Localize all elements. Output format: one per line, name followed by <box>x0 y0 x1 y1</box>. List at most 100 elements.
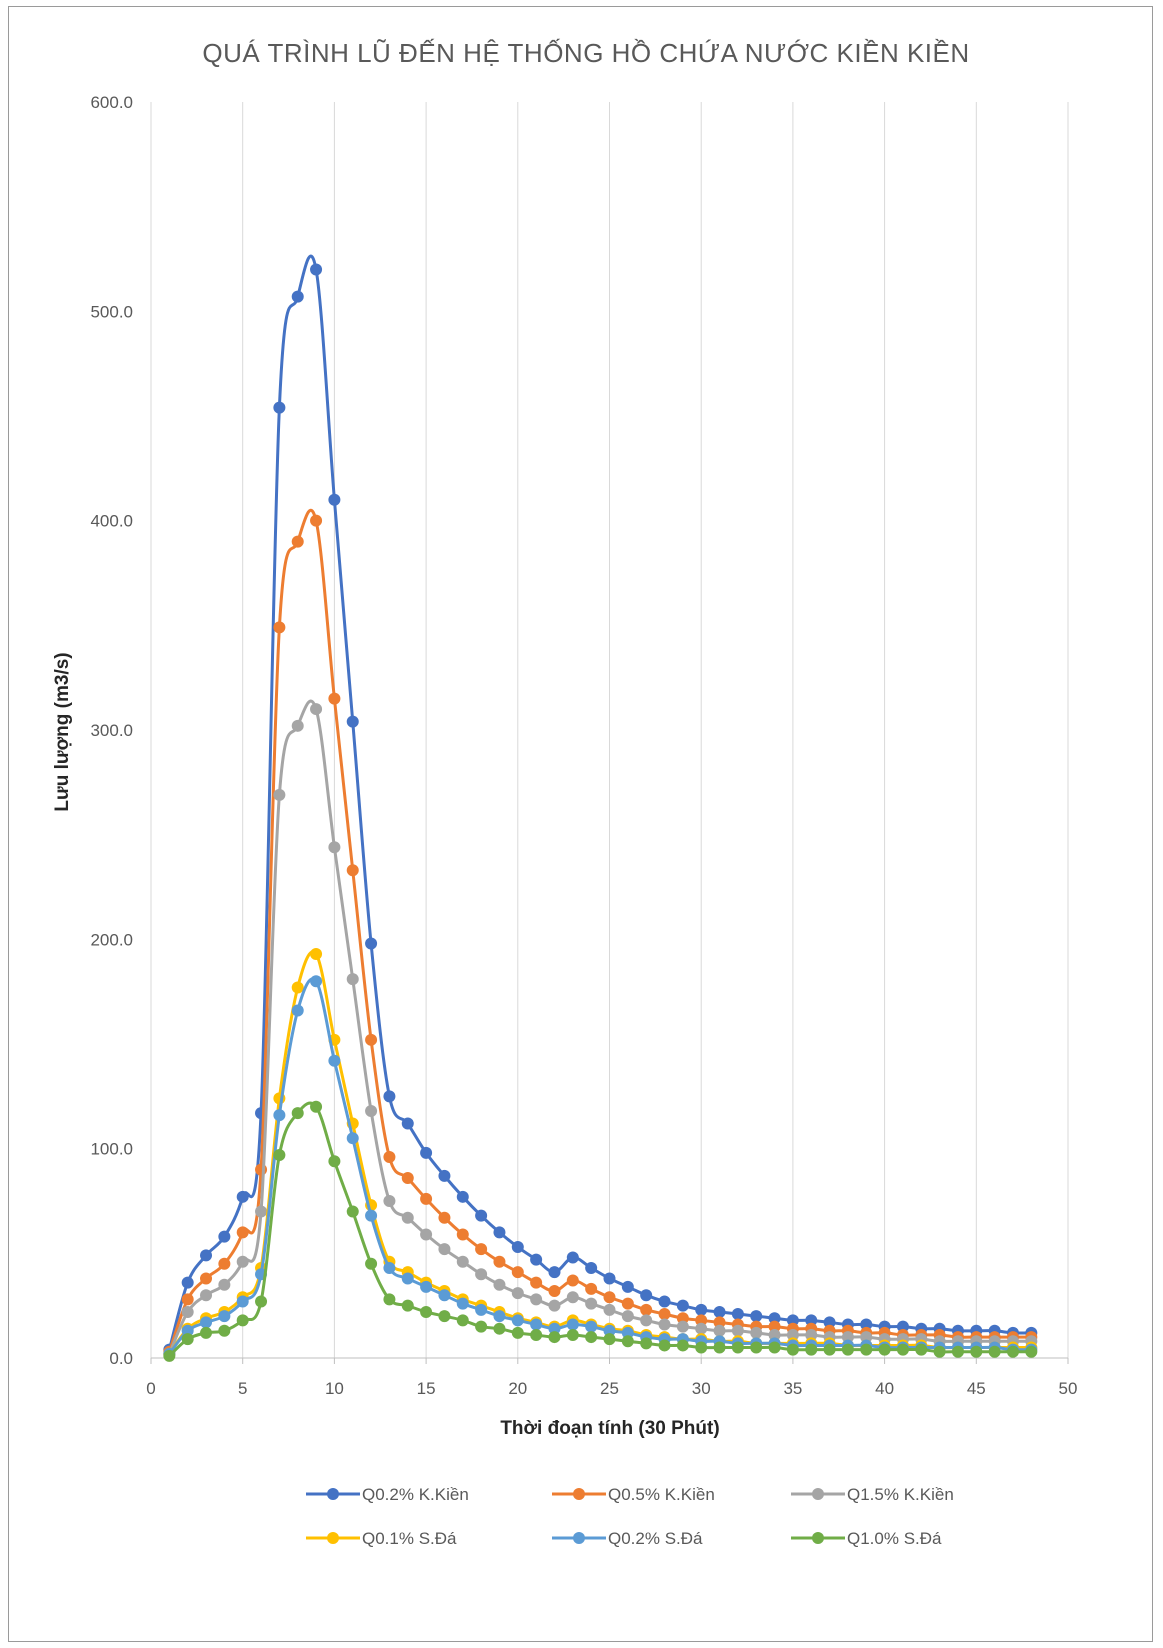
data-point-s0-18 <box>493 1226 506 1239</box>
data-point-s4-19 <box>511 1314 524 1327</box>
data-point-s0-40 <box>896 1320 909 1333</box>
data-point-s2-25 <box>621 1310 634 1323</box>
data-point-s2-23 <box>585 1297 598 1310</box>
data-point-s5-47 <box>1025 1345 1038 1358</box>
data-point-s2-26 <box>640 1314 653 1327</box>
data-point-s5-33 <box>768 1341 781 1354</box>
y-tick-label-4: 400.0 <box>90 512 133 531</box>
legend-item-4: Q0.2% S.Đá <box>552 1529 703 1548</box>
data-point-s2-38 <box>860 1331 873 1344</box>
data-point-s5-6 <box>273 1148 286 1161</box>
series-line-1 <box>167 509 1032 1353</box>
data-point-s5-38 <box>860 1343 873 1356</box>
data-point-s2-2 <box>200 1289 213 1302</box>
data-point-s1-28 <box>676 1312 689 1325</box>
data-point-s0-11 <box>365 937 378 950</box>
data-point-s4-18 <box>493 1310 506 1323</box>
chart-frame <box>8 6 1153 1642</box>
y-tick-label-6: 600.0 <box>90 93 133 112</box>
data-point-s0-36 <box>823 1316 836 1329</box>
data-point-s2-18 <box>493 1278 506 1291</box>
data-point-s2-11 <box>365 1104 378 1117</box>
data-point-s2-27 <box>658 1318 671 1331</box>
data-point-s0-4 <box>236 1190 249 1203</box>
x-tick-labels: 0 5 10 15 20 25 30 35 40 45 50 <box>146 1379 1077 1398</box>
legend-item-2: Q1.5% K.Kiền <box>791 1485 954 1504</box>
data-point-s0-32 <box>750 1310 763 1323</box>
y-tick-label-2: 200.0 <box>90 930 133 949</box>
data-point-s0-14 <box>420 1146 433 1159</box>
data-point-s4-23 <box>585 1320 598 1333</box>
data-point-s5-11 <box>365 1257 378 1270</box>
y-tick-label-0: 0.0 <box>109 1349 133 1368</box>
y-tick-label-3: 300.0 <box>90 721 133 740</box>
data-point-s5-36 <box>823 1343 836 1356</box>
data-point-s1-25 <box>621 1297 634 1310</box>
legend-swatch-marker-2 <box>812 1488 824 1500</box>
legend-swatch-marker-5 <box>812 1532 824 1544</box>
data-point-s1-7 <box>291 535 304 548</box>
data-point-s4-7 <box>291 1004 304 1017</box>
data-point-s2-8 <box>310 703 323 716</box>
data-point-s4-14 <box>420 1280 433 1293</box>
data-point-s5-3 <box>218 1324 231 1337</box>
data-point-s0-30 <box>713 1305 726 1318</box>
data-point-s0-16 <box>456 1190 469 1203</box>
data-point-s4-22 <box>566 1318 579 1331</box>
data-point-s3-8 <box>310 947 323 960</box>
legend-label-1: Q0.5% K.Kiền <box>608 1485 715 1504</box>
data-point-s2-37 <box>841 1331 854 1344</box>
data-point-s1-1 <box>181 1293 194 1306</box>
data-point-s5-26 <box>640 1337 653 1350</box>
data-point-s5-43 <box>951 1345 964 1358</box>
data-point-s4-13 <box>401 1272 414 1285</box>
data-point-s0-7 <box>291 290 304 303</box>
data-point-s0-22 <box>566 1251 579 1264</box>
data-point-s2-22 <box>566 1291 579 1304</box>
data-point-s1-10 <box>346 864 359 877</box>
data-point-s0-26 <box>640 1289 653 1302</box>
data-point-s0-2 <box>200 1249 213 1262</box>
data-point-s5-30 <box>713 1341 726 1354</box>
legend-swatch-marker-3 <box>327 1532 339 1544</box>
data-point-s0-17 <box>475 1209 488 1222</box>
data-point-s1-27 <box>658 1308 671 1321</box>
grid-lines <box>150 102 1069 1358</box>
data-point-s2-3 <box>218 1278 231 1291</box>
data-point-s0-15 <box>438 1169 451 1182</box>
data-point-s5-25 <box>621 1335 634 1348</box>
data-point-s2-4 <box>236 1255 249 1268</box>
data-point-s5-5 <box>255 1295 268 1308</box>
data-point-s5-12 <box>383 1293 396 1306</box>
data-point-s2-6 <box>273 788 286 801</box>
data-point-s0-31 <box>731 1308 744 1321</box>
data-point-s1-6 <box>273 621 286 634</box>
data-point-s1-3 <box>218 1257 231 1270</box>
data-point-s0-12 <box>383 1090 396 1103</box>
data-point-s5-8 <box>310 1100 323 1113</box>
series-group <box>163 254 1038 1362</box>
data-point-s1-11 <box>365 1033 378 1046</box>
data-point-s5-15 <box>438 1310 451 1323</box>
data-point-s0-24 <box>603 1272 616 1285</box>
legend-swatch-marker-0 <box>327 1488 339 1500</box>
data-point-s2-15 <box>438 1243 451 1256</box>
data-point-s2-35 <box>805 1328 818 1341</box>
series-4 <box>163 975 1038 1360</box>
data-point-s2-33 <box>768 1328 781 1341</box>
data-point-s4-6 <box>273 1109 286 1122</box>
data-point-s5-22 <box>566 1328 579 1341</box>
data-point-s0-13 <box>401 1117 414 1130</box>
x-tick-label-10: 50 <box>1059 1379 1078 1398</box>
data-point-s2-20 <box>530 1293 543 1306</box>
data-point-s4-17 <box>475 1303 488 1316</box>
data-point-s4-16 <box>456 1297 469 1310</box>
data-point-s5-27 <box>658 1339 671 1352</box>
legend-item-3: Q0.1% S.Đá <box>306 1529 457 1548</box>
x-tick-label-4: 20 <box>508 1379 527 1398</box>
data-point-s0-38 <box>860 1318 873 1331</box>
legend-label-4: Q0.2% S.Đá <box>608 1529 703 1548</box>
x-tick-label-2: 10 <box>325 1379 344 1398</box>
y-tick-label-5: 500.0 <box>90 302 133 321</box>
data-point-s4-8 <box>310 975 323 988</box>
